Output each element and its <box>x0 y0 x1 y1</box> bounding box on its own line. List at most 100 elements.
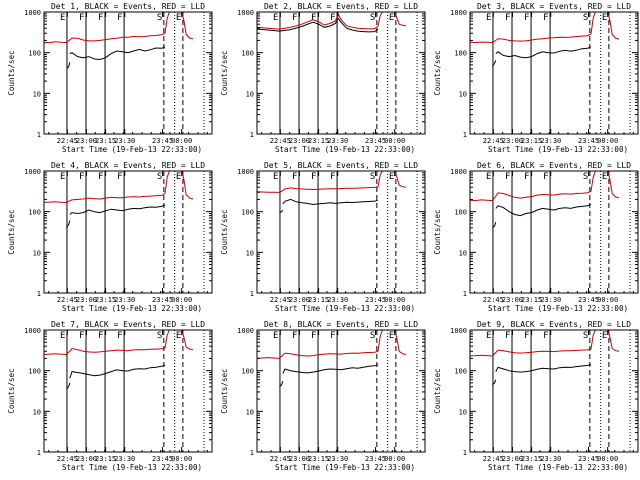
series-lld-line <box>607 171 620 199</box>
event-marker-label: E <box>60 172 65 182</box>
event-marker-label: E <box>389 13 394 23</box>
y-axis-label: Counts/sec <box>7 50 16 95</box>
x-tick-label: 23:30 <box>540 455 561 463</box>
event-marker-label: F <box>292 13 297 23</box>
event-marker-label: E <box>60 331 65 341</box>
series-events-line <box>66 382 71 390</box>
x-tick-label: 22:45 <box>483 296 504 304</box>
panel-3: Det 3, BLACK = Events, RED = LLD E F F F S E 1 1… <box>433 2 639 154</box>
y-axis-label: Counts/sec <box>433 50 442 95</box>
y-tick-label: 10 <box>459 249 467 257</box>
x-tick-label: 23:30 <box>114 296 135 304</box>
series-events-line <box>69 46 166 61</box>
event-marker-label: S <box>157 172 162 182</box>
event-marker-label: F <box>98 13 103 23</box>
y-tick-label: 10 <box>33 408 41 416</box>
y-tick-label: 1000 <box>24 168 41 176</box>
event-marker-label: E <box>176 13 181 23</box>
event-marker-label: F <box>98 172 103 182</box>
x-tick-label: 22:45 <box>270 137 291 145</box>
x-tick-label: 23:00 <box>502 455 523 463</box>
event-marker-label: E <box>486 172 491 182</box>
x-tick-label: 23:00 <box>76 296 97 304</box>
event-marker-label: S <box>583 13 588 23</box>
panel-title: Det 5, BLACK = Events, RED = LLD <box>264 161 418 170</box>
event-marker-label: E <box>273 13 278 23</box>
series-events-line <box>495 204 592 217</box>
x-tick-label: 23:00 <box>502 137 523 145</box>
event-marker-label: E <box>486 13 491 23</box>
series-lld-line <box>181 171 194 200</box>
x-tick-label: 23:30 <box>327 455 348 463</box>
y-tick-label: 1 <box>37 131 41 139</box>
event-marker-label: F <box>330 331 335 341</box>
series-events-line <box>69 364 166 379</box>
series-events-line <box>495 46 592 59</box>
event-marker-label: F <box>311 172 316 182</box>
x-tick-label: 23:30 <box>540 296 561 304</box>
x-tick-label: 23:30 <box>327 296 348 304</box>
x-axis-label: Start Time (19-Feb-13 22:33:00) <box>488 463 628 472</box>
series-lld-line <box>470 330 596 357</box>
x-tick-label: 23:00 <box>289 137 310 145</box>
x-tick-label: 00:00 <box>171 137 192 145</box>
panel-8: Det 8, BLACK = Events, RED = LLD E F F F S E 1 1… <box>220 320 426 472</box>
y-axis-label: Counts/sec <box>433 209 442 254</box>
panel-2: Det 2, BLACK = Events, RED = LLD E F F F S E 1 1… <box>220 2 426 154</box>
y-tick-label: 1000 <box>237 168 254 176</box>
x-tick-label: 23:45 <box>152 137 173 145</box>
plot-frame <box>256 329 426 453</box>
x-tick-label: 23:00 <box>502 296 523 304</box>
x-tick-label: 23:00 <box>289 455 310 463</box>
panel-6: Det 6, BLACK = Events, RED = LLD E F F F S E 1 1… <box>433 161 639 313</box>
x-tick-label: 23:15 <box>95 137 116 145</box>
y-tick-label: 1 <box>37 290 41 298</box>
series-events-line <box>279 381 284 388</box>
panel-title: Det 8, BLACK = Events, RED = LLD <box>264 320 418 329</box>
plot-frame <box>469 170 639 294</box>
y-tick-label: 1000 <box>450 327 467 335</box>
x-tick-label: 23:45 <box>365 137 386 145</box>
y-tick-label: 1 <box>463 290 467 298</box>
x-tick-label: 23:30 <box>114 455 135 463</box>
panel-title: Det 4, BLACK = Events, RED = LLD <box>51 161 205 170</box>
y-tick-label: 1000 <box>24 327 41 335</box>
x-tick-label: 23:45 <box>152 296 173 304</box>
panel-title: Det 1, BLACK = Events, RED = LLD <box>51 2 205 11</box>
x-axis-label: Start Time (19-Feb-13 22:33:00) <box>275 304 415 313</box>
x-tick-label: 23:45 <box>365 296 386 304</box>
series-lld-line <box>607 12 620 40</box>
y-tick-label: 1 <box>250 290 254 298</box>
event-marker-label: S <box>583 172 588 182</box>
series-events-line <box>257 17 379 33</box>
event-marker-label: F <box>79 13 84 23</box>
x-tick-label: 23:15 <box>521 296 542 304</box>
event-marker-label: E <box>176 172 181 182</box>
y-tick-label: 10 <box>459 408 467 416</box>
event-marker-label: F <box>543 331 548 341</box>
y-axis-label: Counts/sec <box>7 209 16 254</box>
y-tick-label: 100 <box>454 50 467 58</box>
y-axis-label: Counts/sec <box>220 50 229 95</box>
x-tick-label: 23:15 <box>95 296 116 304</box>
y-tick-label: 1 <box>463 449 467 457</box>
x-tick-label: 00:00 <box>597 137 618 145</box>
series-events-line <box>69 204 166 215</box>
x-tick-label: 23:45 <box>578 455 599 463</box>
event-marker-label: E <box>389 172 394 182</box>
event-marker-label: S <box>157 331 162 341</box>
y-axis-label: Counts/sec <box>220 209 229 254</box>
x-tick-label: 22:45 <box>270 455 291 463</box>
y-tick-label: 100 <box>241 368 254 376</box>
series-events-line <box>66 62 71 70</box>
event-marker-label: F <box>524 13 529 23</box>
panel-9: Det 9, BLACK = Events, RED = LLD E F F F S E 1 1… <box>433 320 639 472</box>
x-tick-label: 23:30 <box>540 137 561 145</box>
x-tick-label: 23:15 <box>521 455 542 463</box>
plot-frame <box>43 170 213 294</box>
x-tick-label: 00:00 <box>384 296 405 304</box>
x-axis-label: Start Time (19-Feb-13 22:33:00) <box>62 304 202 313</box>
series-lld-line <box>394 330 407 355</box>
x-axis-label: Start Time (19-Feb-13 22:33:00) <box>62 463 202 472</box>
event-marker-label: S <box>157 13 162 23</box>
